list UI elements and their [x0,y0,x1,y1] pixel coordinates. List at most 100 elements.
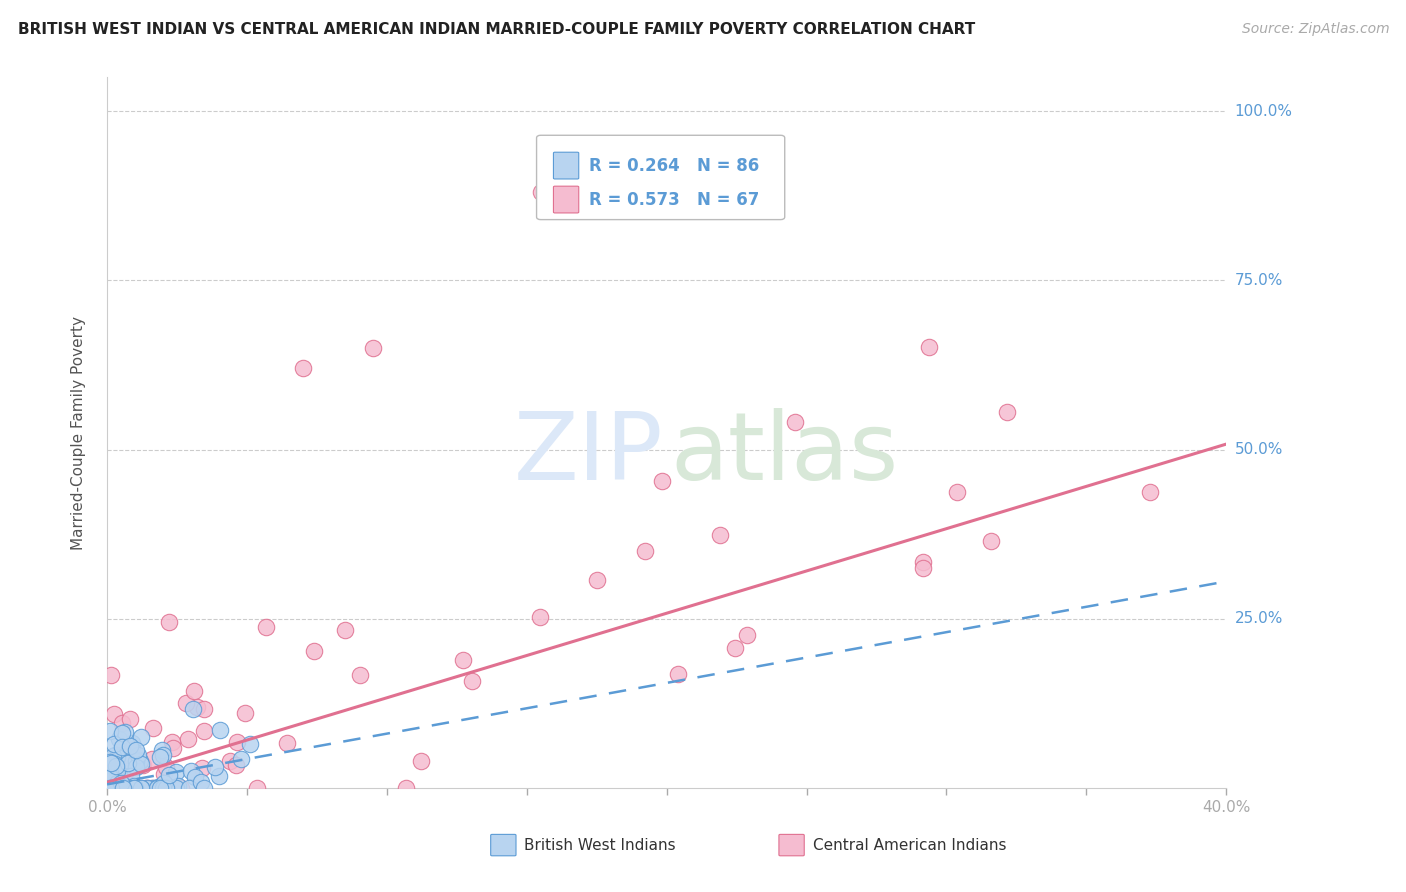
Point [112,780,135,795]
Point [184,770,207,784]
Point [111,755,134,769]
Point [105,780,128,795]
Point [110,780,132,795]
Point [153,780,176,795]
Point [180,764,202,778]
Point [98,780,121,795]
Point [111,780,134,795]
Point [157,615,180,630]
Point [114,780,136,794]
Point [105,776,128,790]
Point [207,769,229,783]
Point [225,757,247,772]
Point [101,780,124,795]
Point [104,763,127,777]
Point [160,735,183,749]
Point [98,723,121,738]
Point [121,742,143,756]
Point [995,405,1018,419]
Point [124,780,146,795]
Point [155,760,177,774]
Point [111,740,134,755]
Point [111,716,134,731]
Point [634,544,657,558]
Point [135,780,157,795]
Point [152,780,174,795]
Point [149,780,172,795]
Point [100,756,122,770]
Point [666,667,689,681]
Point [152,766,174,780]
Point [132,758,155,772]
Point [162,740,184,755]
Text: British West Indians: British West Indians [524,838,676,853]
Point [118,780,141,795]
Point [103,780,125,795]
Point [107,750,129,764]
Point [103,780,125,795]
Point [174,696,197,710]
Point [723,641,745,656]
Point [118,780,141,795]
Text: 75.0%: 75.0% [1234,273,1282,288]
Point [980,533,1002,548]
Point [125,743,148,757]
Point [121,737,143,751]
Point [98,758,121,772]
Text: ZIP: ZIP [513,408,664,500]
Point [349,668,371,682]
Point [145,780,167,795]
Point [153,776,176,790]
Point [170,780,193,795]
Point [111,725,134,739]
Point [165,780,187,795]
Point [124,780,146,795]
Point [204,759,226,773]
Point [167,779,190,793]
Point [101,780,124,795]
Text: atlas: atlas [671,408,898,500]
Point [529,610,551,624]
Point [911,555,934,569]
Point [155,780,177,795]
Point [128,753,150,767]
Text: Central American Indians: Central American Indians [813,838,1007,853]
Point [149,750,172,764]
Point [131,780,153,795]
Point [103,737,125,751]
Point [783,415,806,429]
Point [127,747,149,762]
Point [141,752,163,766]
Point [141,780,163,795]
Point [100,780,122,795]
Point [108,732,131,747]
Point [530,186,553,200]
Point [193,724,215,739]
Text: BRITISH WEST INDIAN VS CENTRAL AMERICAN INDIAN MARRIED-COUPLE FAMILY POVERTY COR: BRITISH WEST INDIAN VS CENTRAL AMERICAN … [18,22,976,37]
Point [125,754,148,768]
Point [233,706,256,720]
Point [101,749,124,764]
Text: 50.0%: 50.0% [1234,442,1282,457]
Point [136,780,159,795]
Point [104,757,127,772]
Point [453,653,475,667]
Point [291,361,314,376]
Point [129,756,152,771]
Point [120,712,142,726]
Text: 25.0%: 25.0% [1234,611,1282,626]
Point [361,341,384,355]
Point [117,756,139,771]
Point [129,730,152,744]
Point [115,764,138,778]
Point [651,474,673,488]
Point [112,780,135,795]
Point [114,724,136,739]
Point [918,340,941,354]
Point [735,628,758,642]
Point [107,780,129,795]
Point [100,668,122,682]
Point [246,780,269,795]
Point [98,765,121,780]
Point [142,780,165,795]
